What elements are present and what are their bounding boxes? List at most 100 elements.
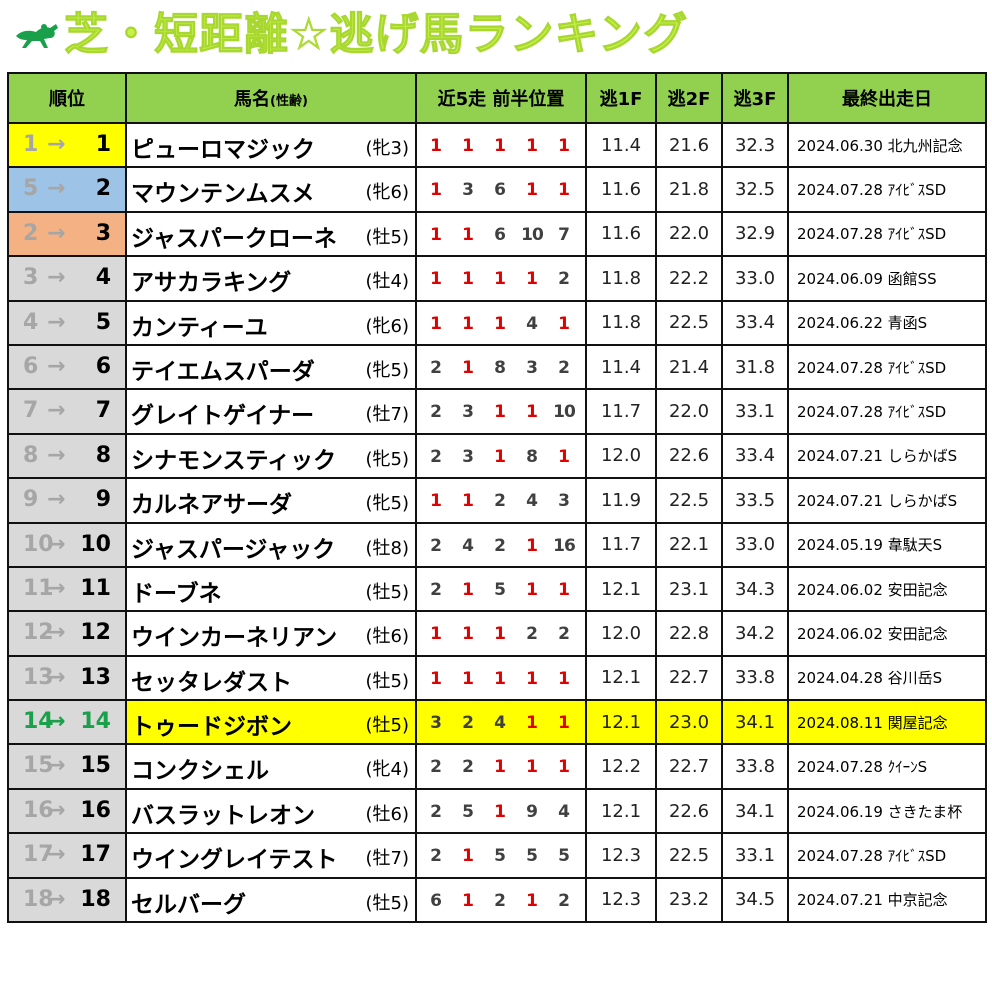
sex-age: (牝6): [365, 315, 410, 337]
position-value: 1: [558, 757, 570, 778]
table-row: 3 → 4 アサカラキング (牡4) 1 1 1 1 2 11.8 22.2 33.0 2024.06.0…: [7, 255, 987, 302]
split-f1: 11.9: [585, 477, 657, 524]
last-race: 2024.07.28 ｱｲﾋﾞｽSD: [787, 832, 987, 879]
header-name: 馬名(性齢): [125, 72, 417, 124]
rank-arrow: →: [47, 309, 66, 335]
sex-age: (牝5): [365, 359, 410, 381]
rank-cell: 17 → 17: [7, 832, 127, 879]
last-race: 2024.07.28 ｱｲﾋﾞｽSD: [787, 210, 987, 258]
position-value: 1: [430, 624, 442, 645]
last-race: 2024.07.21 しらかばS: [787, 477, 987, 524]
horse-name: ジャスパージャック: [131, 536, 336, 563]
current-rank: 5: [95, 309, 111, 335]
split-f1: 11.4: [585, 121, 657, 169]
split-f3: 31.8: [721, 343, 789, 391]
split-f2: 22.0: [655, 210, 723, 258]
position-value: 4: [558, 801, 570, 822]
current-rank: 16: [80, 797, 111, 823]
split-f2: 22.1: [655, 521, 723, 568]
previous-rank: 13: [23, 664, 54, 690]
rank-arrow: →: [47, 709, 66, 735]
position-value: 2: [430, 757, 442, 778]
previous-rank: 15: [23, 753, 54, 779]
table-row: 11 → 11 ドーブネ (牡5) 2 1 5 1 1 12.1 23.1 34.3 2024.06.02…: [7, 565, 987, 613]
position-value: 1: [462, 890, 474, 911]
horse-name-cell: カンティーユ (牝6): [125, 299, 417, 346]
split-f2: 23.1: [655, 565, 723, 613]
split-f3: 34.2: [721, 610, 789, 657]
sex-age: (牡5): [365, 715, 410, 737]
current-rank: 13: [80, 664, 111, 690]
position-value: 3: [558, 491, 570, 512]
position-value: 1: [494, 402, 506, 423]
current-rank: 1: [95, 132, 111, 157]
position-value: 3: [526, 357, 538, 378]
position-value: 1: [526, 668, 538, 689]
position-value: 1: [558, 713, 570, 734]
horse-name: ウイングレイテスト: [131, 847, 338, 874]
last-race: 2024.06.19 さきたま杯: [787, 787, 987, 835]
position-value: 2: [558, 624, 570, 645]
table-row: 16 → 16 バスラットレオン (牡6) 2 5 1 9 4 12.1 22.6 34.1 2024.0…: [7, 787, 987, 835]
rank-cell: 13 → 13: [7, 654, 127, 702]
table-row: 6 → 6 テイエムスパーダ (牝5) 2 1 8 3 2 11.4 21.4 31.8 2024.07.…: [7, 343, 987, 391]
previous-rank: 2: [23, 220, 39, 246]
sex-age: (牡5): [365, 892, 410, 914]
last-race: 2024.06.30 北九州記念: [787, 121, 987, 169]
split-f3: 32.5: [721, 166, 789, 213]
header-position: 近5走 前半位置: [415, 72, 587, 124]
current-rank: 2: [95, 176, 111, 202]
split-f1: 11.8: [585, 299, 657, 346]
position-value: 2: [494, 535, 506, 556]
last-race: 2024.07.28 ｸｲｰﾝS: [787, 743, 987, 790]
position-value: 1: [430, 313, 442, 334]
horse-name-cell: ジャスパージャック (牡8): [125, 521, 417, 568]
last-race: 2024.04.28 谷川岳S: [787, 654, 987, 702]
last-race: 2024.07.28 ｱｲﾋﾞｽSD: [787, 343, 987, 391]
rank-cell: 9 → 9: [7, 477, 127, 524]
split-f2: 23.2: [655, 876, 723, 924]
rank-arrow: →: [47, 442, 66, 468]
rank-arrow: →: [47, 220, 66, 246]
position-value: 1: [558, 313, 570, 334]
position-value: 4: [494, 713, 506, 734]
position-value: 10: [521, 224, 544, 245]
position-value: 4: [462, 535, 474, 556]
position-value: 6: [494, 180, 506, 201]
last-race: 2024.07.28 ｱｲﾋﾞｽSD: [787, 166, 987, 213]
previous-rank: 9: [23, 487, 39, 513]
previous-rank: 1: [23, 132, 39, 157]
header-rank: 順位: [7, 72, 127, 124]
position-value: 1: [526, 269, 538, 290]
position-value: 2: [430, 535, 442, 556]
position-value: 1: [494, 446, 506, 467]
table-row: 7 → 7 グレイトゲイナー (牡7) 2 3 1 1 10 11.7 22.0 33.1 2024.07…: [7, 388, 987, 435]
last-race: 2024.06.02 安田記念: [787, 610, 987, 657]
position-value: 2: [526, 624, 538, 645]
position-value: 2: [430, 357, 442, 378]
rank-cell: 10 → 10: [7, 521, 127, 568]
rank-cell: 14 → 14: [7, 699, 127, 746]
header-f3: 逃3F: [721, 72, 789, 124]
current-rank: 18: [80, 886, 111, 912]
rank-arrow: →: [47, 575, 66, 601]
horse-name: ジャスパークローネ: [131, 225, 337, 252]
position-value: 4: [526, 313, 538, 334]
horse-name-cell: マウンテンムスメ (牝6): [125, 166, 417, 213]
previous-rank: 6: [23, 353, 39, 379]
split-f2: 22.0: [655, 388, 723, 435]
position-value: 2: [430, 579, 442, 600]
horse-name-cell: コンクシェル (牝4): [125, 743, 417, 790]
position-value: 1: [462, 357, 474, 378]
split-f1: 12.2: [585, 743, 657, 790]
position-value: 1: [526, 890, 538, 911]
horse-name-cell: ウイングレイテスト (牡7): [125, 832, 417, 879]
current-rank: 9: [95, 487, 111, 513]
position-value: 2: [494, 890, 506, 911]
